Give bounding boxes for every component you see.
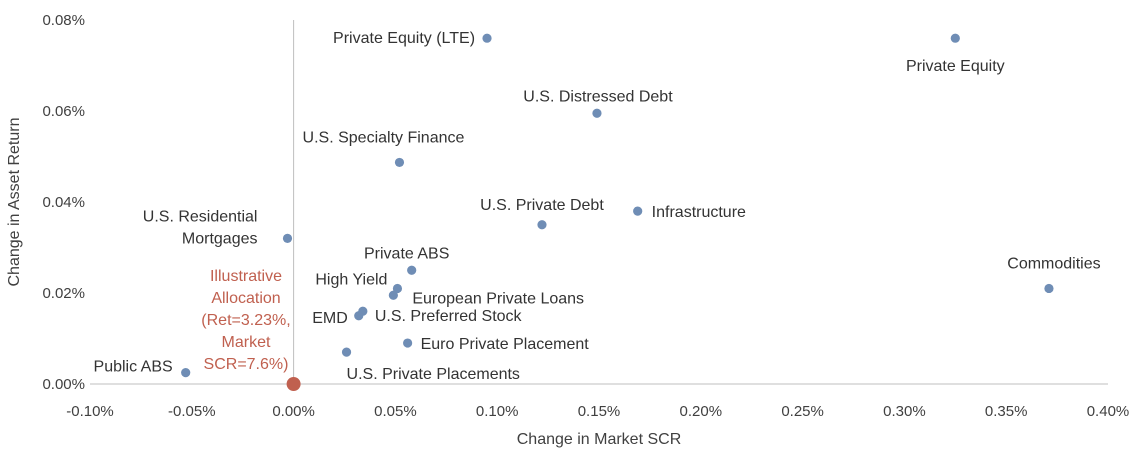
label-illustrative-allocation: Illustrative Allocation (Ret=3.23%, Market S…	[201, 268, 290, 373]
y-tick-label: 0.08%	[42, 12, 85, 29]
y-axis-title: Change in Asset Return	[6, 118, 23, 287]
x-tick-label: -0.10%	[66, 403, 114, 420]
label-u-s-private-placements: U.S. Private Placements	[347, 366, 520, 383]
x-tick-label: 0.00%	[272, 403, 315, 420]
point-private-abs	[407, 265, 417, 275]
x-tick-label: 0.25%	[781, 403, 824, 420]
label-u-s-residential-mortgages: U.S. Residential Mortgages	[143, 208, 258, 247]
point-infrastructure	[633, 206, 643, 216]
highlight-point: Illustrative Allocation (Ret=3.23%, Market S…	[201, 268, 301, 391]
point-u-s-private-placements	[341, 347, 352, 357]
point-public-abs	[181, 368, 191, 378]
label-u-s-distressed-debt: U.S. Distressed Debt	[523, 88, 673, 105]
label-commodities: Commodities	[1007, 255, 1100, 272]
x-tick-label: 0.05%	[374, 403, 417, 420]
label-u-s-private-debt: U.S. Private Debt	[480, 197, 604, 214]
label-private-abs: Private ABS	[364, 245, 449, 262]
point-commodities	[1044, 283, 1054, 294]
label-high-yield: High Yield	[315, 271, 387, 288]
data-points	[181, 33, 1054, 378]
label-u-s-preferred-stock: U.S. Preferred Stock	[375, 308, 523, 325]
x-tick-label: -0.05%	[168, 403, 216, 420]
point-u-s-specialty-finance	[394, 157, 405, 168]
y-tick-label: 0.02%	[42, 285, 85, 302]
x-tick-label: 0.15%	[578, 403, 621, 420]
x-tick-label: 0.30%	[883, 403, 926, 420]
label-public-abs: Public ABS	[94, 359, 173, 376]
x-axis-ticks: -0.10% -0.05% 0.00% 0.05% 0.10% 0.15% 0.20% 0.2…	[66, 403, 1129, 420]
point-labels: Private Equity (LTE) Private Equity U.S. D…	[94, 30, 1101, 383]
y-tick-label: 0.00%	[42, 376, 85, 393]
x-axis-title: Change in Market SCR	[517, 431, 682, 448]
label-u-s-specialty-finance: U.S. Specialty Finance	[303, 129, 465, 146]
label-infrastructure: Infrastructure	[652, 204, 746, 221]
point-u-s-distressed-debt	[592, 108, 602, 118]
point-emd	[354, 311, 364, 321]
point-euro-private-placement	[403, 338, 413, 348]
label-emd: EMD	[312, 310, 348, 327]
label-european-private-loans: European Private Loans	[412, 290, 584, 307]
point-u-s-private-debt	[537, 220, 547, 230]
y-axis-ticks: 0.00% 0.02% 0.04% 0.06% 0.08%	[42, 12, 85, 393]
label-private-equity: Private Equity	[906, 58, 1005, 75]
y-tick-label: 0.06%	[42, 103, 85, 120]
point-high-yield	[392, 283, 403, 294]
x-tick-label: 0.20%	[680, 403, 723, 420]
y-tick-label: 0.04%	[42, 194, 85, 211]
point-private-equity	[950, 33, 960, 43]
point-european-private-loans	[388, 290, 398, 300]
label-euro-private-placement: Euro Private Placement	[421, 336, 590, 353]
x-tick-label: 0.40%	[1087, 403, 1130, 420]
point-private-equity-lte	[482, 33, 492, 43]
x-tick-label: 0.35%	[985, 403, 1028, 420]
point-illustrative-allocation	[286, 377, 301, 391]
point-u-s-residential-mortgages	[282, 233, 293, 243]
label-private-equity-lte: Private Equity (LTE)	[333, 30, 475, 47]
x-tick-label: 0.10%	[476, 403, 519, 420]
